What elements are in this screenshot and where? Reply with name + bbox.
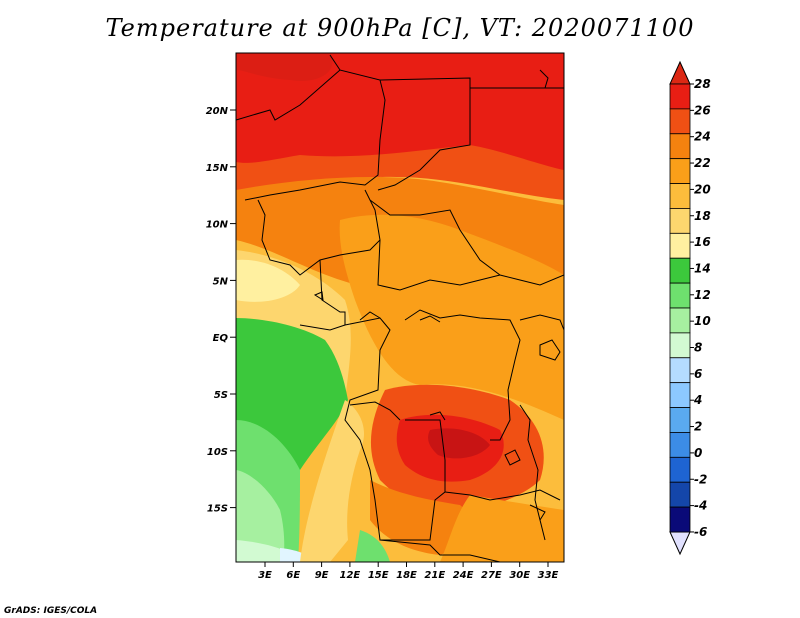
colorbar-label: 10 bbox=[694, 314, 711, 328]
colorbar-label: -2 bbox=[694, 472, 707, 486]
lon-tick-label: 9E bbox=[315, 570, 329, 581]
lat-tick-label: 5S bbox=[214, 390, 228, 401]
colorbar-swatch bbox=[669, 432, 691, 458]
colorbar-label: 4 bbox=[693, 393, 702, 407]
lon-tick-label: 27E bbox=[481, 570, 502, 581]
colorbar-label: 16 bbox=[694, 235, 711, 249]
lat-tick-label: 10N bbox=[206, 220, 229, 231]
colorbar-label: 2 bbox=[694, 420, 702, 434]
latitude-axis: 20N 15N 10N 5N EQ 5S 10S 15S bbox=[206, 106, 236, 515]
lon-tick-label: 33E bbox=[538, 570, 559, 581]
colorbar-swatch bbox=[669, 208, 691, 234]
colorbar-label: 14 bbox=[694, 261, 711, 275]
map-title: Temperature at 900hPa [C], VT: 202007110… bbox=[105, 14, 695, 42]
colorbar-swatch bbox=[669, 382, 691, 408]
colorbar-label: 12 bbox=[694, 288, 711, 302]
lat-tick-label: 10S bbox=[207, 447, 228, 458]
colorbar-label: 6 bbox=[694, 367, 702, 381]
colorbar-swatch bbox=[669, 83, 691, 110]
map-frame bbox=[235, 52, 565, 563]
colorbar-label: -6 bbox=[694, 525, 707, 539]
colorbar-swatch bbox=[669, 357, 691, 384]
colorbar-swatch bbox=[669, 456, 691, 483]
colorbar-swatch bbox=[669, 133, 691, 160]
longitude-axis: 3E 6E 9E 12E 15E 18E 21E 24E 27E 30E 33E bbox=[258, 562, 559, 581]
colorbar-swatch bbox=[669, 332, 691, 359]
colorbar-label: 0 bbox=[694, 446, 702, 460]
lon-tick-label: 30E bbox=[509, 570, 530, 581]
colorbar-swatch bbox=[669, 158, 691, 184]
colorbar-label: 20 bbox=[694, 182, 711, 196]
lat-tick-label: 20N bbox=[206, 106, 229, 117]
footer-credit: GrADS: IGES/COLA bbox=[4, 606, 97, 616]
lon-tick-label: 18E bbox=[396, 570, 417, 581]
colorbar-top-arrow bbox=[669, 60, 691, 85]
colorbar-swatch bbox=[669, 307, 691, 334]
lon-tick-label: 3E bbox=[258, 570, 272, 581]
lon-tick-label: 15E bbox=[368, 570, 389, 581]
colorbar-swatch bbox=[669, 183, 691, 209]
colorbar-swatch bbox=[669, 108, 691, 135]
lon-tick-label: 6E bbox=[286, 570, 300, 581]
colorbar-bottom-arrow bbox=[669, 531, 691, 556]
temperature-field bbox=[236, 53, 564, 562]
colorbar-swatch bbox=[669, 257, 691, 284]
colorbar-label: 24 bbox=[694, 130, 711, 144]
lat-tick-label: 15S bbox=[207, 504, 228, 515]
lat-tick-label: EQ bbox=[213, 333, 229, 344]
colorbar-label: 8 bbox=[694, 341, 702, 355]
colorbar-label: 26 bbox=[694, 103, 711, 117]
colorbar-swatch bbox=[669, 232, 691, 259]
colorbar-swatch bbox=[669, 407, 691, 433]
colorbar-swatch bbox=[669, 506, 691, 533]
colorbar-label: -4 bbox=[694, 499, 707, 513]
lon-tick-label: 21E bbox=[424, 570, 445, 581]
colorbar-label: 18 bbox=[694, 209, 711, 223]
lat-tick-label: 5N bbox=[213, 276, 229, 287]
colorbar-label: 28 bbox=[694, 77, 711, 91]
lon-tick-label: 24E bbox=[453, 570, 474, 581]
colorbar-swatch bbox=[669, 282, 691, 309]
lon-tick-label: 12E bbox=[340, 570, 361, 581]
lat-tick-label: 15N bbox=[206, 163, 229, 174]
colorbar-label: 22 bbox=[694, 156, 711, 170]
country-borders bbox=[236, 54, 564, 562]
colorbar-swatch bbox=[669, 481, 691, 508]
